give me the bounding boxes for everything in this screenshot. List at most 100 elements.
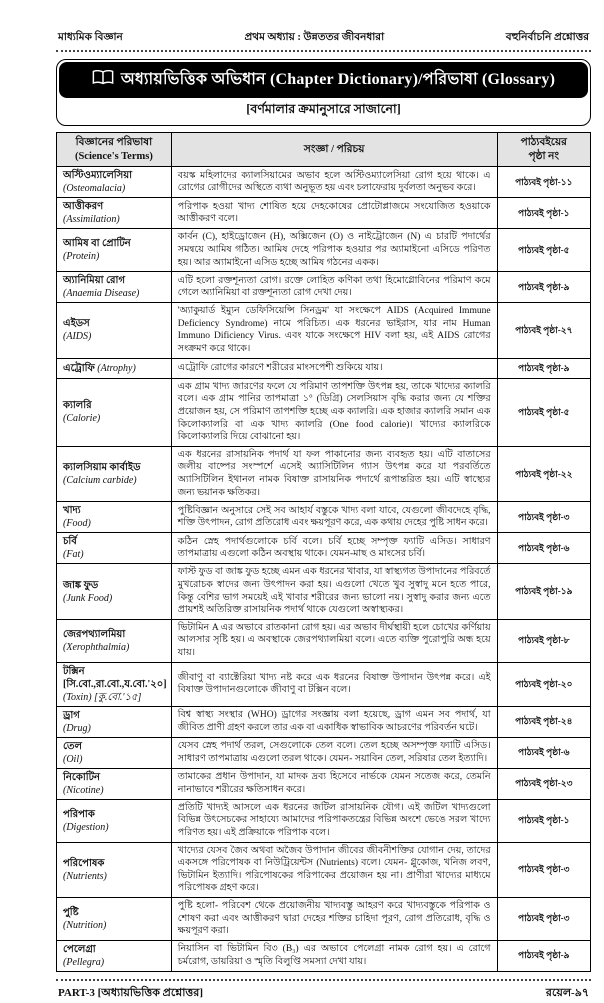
page-ref: পাঠ্যবই পৃষ্ঠা-২৩ xyxy=(496,767,592,800)
term-english: (Calcium carbide) xyxy=(63,475,137,487)
table-row: চর্বি (Fat) কঠিন স্নেহ পদার্থগুলোকে চর্ব… xyxy=(56,532,592,565)
glossary-header-row: বিজ্ঞানের পরিভাষা (Science's Terms) সংজ্… xyxy=(56,131,592,168)
term-english: (Calorie) xyxy=(63,413,101,425)
term-english: (Drug) xyxy=(63,722,91,734)
table-row: পেলেগ্রা (Pellegra) নিয়াসিন বা ভিটামিন … xyxy=(56,939,592,972)
definition-cell: কঠিন স্নেহ পদার্থগুলোকে চর্বি বলে। চর্বি… xyxy=(170,532,498,565)
definition-cell: কার্বন (C), হাইড্রোজেন (H), অক্সিজেন (O)… xyxy=(170,228,498,273)
table-row: এট্রোফি (Atrophy) এট্রোফি রোগের কারণে শর… xyxy=(56,357,592,379)
definition-cell: এক ধরনের রাসায়নিক পদার্থ যা ফল পাকানোর … xyxy=(170,445,498,503)
page-ref: পাঠ্যবই পৃষ্ঠা-৯ xyxy=(496,271,592,304)
page-ref: পাঠ্যবই পৃষ্ঠা-৬ xyxy=(496,736,592,769)
term-bengali: পরিপাক xyxy=(63,808,95,820)
term-cell: চর্বি (Fat) xyxy=(56,532,172,565)
definition-cell: জীবাণু বা ব্যাক্টেরিয়া খাদ্য নষ্ট করে এ… xyxy=(170,661,498,707)
header-divider xyxy=(56,50,591,52)
page-footer: PART-3 [অধ্যায়ভিত্তিক প্রশ্নোত্তর] রয়ে… xyxy=(56,981,591,1003)
term-cell: জেরপথ্যালমিয়া (Xerophthalmia) xyxy=(56,618,172,663)
open-book-icon xyxy=(92,69,114,90)
chapter-dictionary-box: অধ্যায়ভিত্তিক অভিধান (Chapter Dictionar… xyxy=(56,59,591,126)
page-ref: পাঠ্যবই পৃষ্ঠা-৯ xyxy=(496,357,592,379)
glossary-table: বিজ্ঞানের পরিভাষা (Science's Terms) সংজ্… xyxy=(56,131,592,972)
definition-cell: পরিপাক হওয়া খাদ্য শোষিত হয়ে দেহকোষের প… xyxy=(170,197,498,230)
running-header: মাধ্যমিক বিজ্ঞান প্রথম অধ্যায় : উন্নততর… xyxy=(56,30,591,50)
definition-cell: তামাকের প্রধান উপাদান, যা মাদক দ্রব্য হি… xyxy=(170,767,498,800)
table-row: ক্যালসিয়াম কার্বাইড (Calcium carbide) এ… xyxy=(56,445,592,503)
footer-part-label: PART-3 [অধ্যায়ভিত্তিক প্রশ্নোত্তর] xyxy=(58,986,203,999)
definition-cell: পুষ্টিবিজ্ঞান অনুসারে সেই সব আহার্য বস্ত… xyxy=(170,501,498,534)
page-ref: পাঠ্যবই পৃষ্ঠা-৩ xyxy=(496,897,592,941)
running-header-left: মাধ্যমিক বিজ্ঞান xyxy=(58,32,123,43)
page-ref: পাঠ্যবই পৃষ্ঠা-২৪ xyxy=(496,705,592,738)
page-ref: পাঠ্যবই পৃষ্ঠা-২৭ xyxy=(496,302,592,359)
definition-cell: ফাস্ট ফুড বা জাঙ্ক ফুড হচ্ছে এমন এক ধরনে… xyxy=(170,563,498,620)
term-english: (Protein) xyxy=(63,251,100,263)
term-bengali: পুষ্টি xyxy=(63,906,79,918)
definition-cell: প্রতিটি খাদ্যই আসলে এক ধরনের জটিল রাসায়… xyxy=(170,798,498,843)
term-cell: এট্রোফি (Atrophy) xyxy=(56,357,172,379)
term-bengali: পরিপোষক xyxy=(63,857,105,869)
running-header-center: প্রথম অধ্যায় : উন্নততর জীবনধারা xyxy=(244,32,385,43)
table-row: আত্তীকরণ (Assimilation) পরিপাক হওয়া খাদ… xyxy=(56,197,592,230)
term-english: (Oil) xyxy=(63,753,83,765)
term-english: (Food) xyxy=(63,518,91,530)
term-cell: জাঙ্ক ফুড (Junk Food) xyxy=(56,563,172,620)
term-bengali: ক্যালরি xyxy=(63,400,92,412)
page-title: অধ্যায়ভিত্তিক অভিধান (Chapter Dictionar… xyxy=(120,71,556,88)
term-bengali: খাদ্য xyxy=(63,505,81,517)
term-cell: নিকোটিন (Nicotine) xyxy=(56,767,172,800)
term-bengali: আমিষ বা প্রোটিন xyxy=(63,238,131,250)
definition-cell: খাদ্যের যেসব জৈব অথবা অজৈব উপাদান জীবের … xyxy=(170,841,498,899)
term-bengali: অস্টিওম্যালেসিয়া xyxy=(63,170,133,182)
term-english: (Fat) xyxy=(63,549,84,561)
definition-cell: নিয়াসিন বা ভিটামিন বি৩ (B₃) এর অভাবে পে… xyxy=(170,939,498,972)
term-cell: খাদ্য (Food) xyxy=(56,501,172,534)
table-row: পরিপোষক (Nutrients) খাদ্যের যেসব জৈব অথব… xyxy=(56,841,592,899)
term-cell: ক্যালরি (Calorie) xyxy=(56,377,172,447)
textbook-page: মাধ্যমিক বিজ্ঞান প্রথম অধ্যায় : উন্নততর… xyxy=(56,30,592,999)
term-bengali: অ্যানিমিয়া রোগ xyxy=(63,275,126,287)
term-cell: তেল (Oil) xyxy=(56,736,172,769)
term-english: (Osteomalacia) xyxy=(63,183,126,195)
term-bengali: ড্রাগ xyxy=(63,709,80,721)
definition-cell: পুষ্টি হলো- পরিবেশ থেকে প্রয়োজনীয় খাদ্… xyxy=(170,897,498,941)
col-header-term: বিজ্ঞানের পরিভাষা (Science's Terms) xyxy=(56,131,172,168)
page-ref: পাঠ্যবই পৃষ্ঠা-৫ xyxy=(496,228,592,273)
page-ref: পাঠ্যবই পৃষ্ঠা-১৯ xyxy=(496,563,592,620)
term-english: (Nutrients) xyxy=(63,870,107,882)
page-ref: পাঠ্যবই পৃষ্ঠা-২০ xyxy=(496,661,592,707)
page-ref: পাঠ্যবই পৃষ্ঠা-৫ xyxy=(496,377,592,447)
page-ref: পাঠ্যবই পৃষ্ঠা-১ xyxy=(496,798,592,843)
term-bengali: এট্রোফি xyxy=(63,362,95,374)
table-row: নিকোটিন (Nicotine) তামাকের প্রধান উপাদান… xyxy=(56,767,592,800)
page-ref: পাঠ্যবই পৃষ্ঠা-১ xyxy=(496,197,592,230)
table-row: অস্টিওম্যালেসিয়া (Osteomalacia) বয়স্ক … xyxy=(56,166,592,199)
term-english: (Nicotine) xyxy=(63,784,104,796)
term-english: (Assimilation) xyxy=(63,214,120,226)
term-english: (Anaemia Disease) xyxy=(63,288,140,300)
page-ref: পাঠ্যবই পৃষ্ঠা-১১ xyxy=(496,166,592,199)
table-row: ড্রাগ (Drug) বিশ্ব স্বাস্থ্য সংস্থার (WH… xyxy=(56,705,592,738)
term-bengali: এইডস xyxy=(63,318,90,330)
col-header-page-line1: পাঠ্যবইয়ের xyxy=(520,137,567,148)
table-row: জেরপথ্যালমিয়া (Xerophthalmia) ভিটামিন A… xyxy=(56,618,592,663)
definition-cell: বয়স্ক মহিলাদের ক্যালসিয়ামের অভাব হলে অ… xyxy=(170,166,498,199)
definition-cell: 'অ্যাকুয়ার্ড ইম্যুন ডেফিসিয়েন্সি সিনড্… xyxy=(170,302,498,359)
definition-cell: এক গ্রাম খাদ্য জারণের ফলে যে পরিমাণ তাপশ… xyxy=(170,377,498,447)
term-english: (Digestion) xyxy=(63,821,109,833)
term-english: (AIDS) xyxy=(63,331,92,343)
table-row: পুষ্টি (Nutrition) পুষ্টি হলো- পরিবেশ থে… xyxy=(56,897,592,941)
table-row: খাদ্য (Food) পুষ্টিবিজ্ঞান অনুসারে সেই স… xyxy=(56,501,592,534)
term-english: (Junk Food) xyxy=(63,592,113,604)
col-header-definition: সংজ্ঞা / পরিচয় xyxy=(170,131,498,168)
term-english: (Xerophthalmia) xyxy=(63,641,130,653)
term-cell: পুষ্টি (Nutrition) xyxy=(56,897,172,941)
table-row: আমিষ বা প্রোটিন (Protein) কার্বন (C), হা… xyxy=(56,228,592,273)
col-header-term-en: (Science's Terms) xyxy=(74,150,153,162)
term-cell: আত্তীকরণ (Assimilation) xyxy=(56,197,172,230)
term-bengali: নিকোটিন xyxy=(63,771,101,783)
term-bengali: তেল xyxy=(63,740,83,752)
term-bengali: জেরপথ্যালমিয়া xyxy=(63,628,126,640)
definition-cell: এট্রোফি রোগের কারণে শরীরের মাংসপেশী শুকি… xyxy=(170,357,498,379)
term-bengali: পেলেগ্রা xyxy=(63,943,96,955)
